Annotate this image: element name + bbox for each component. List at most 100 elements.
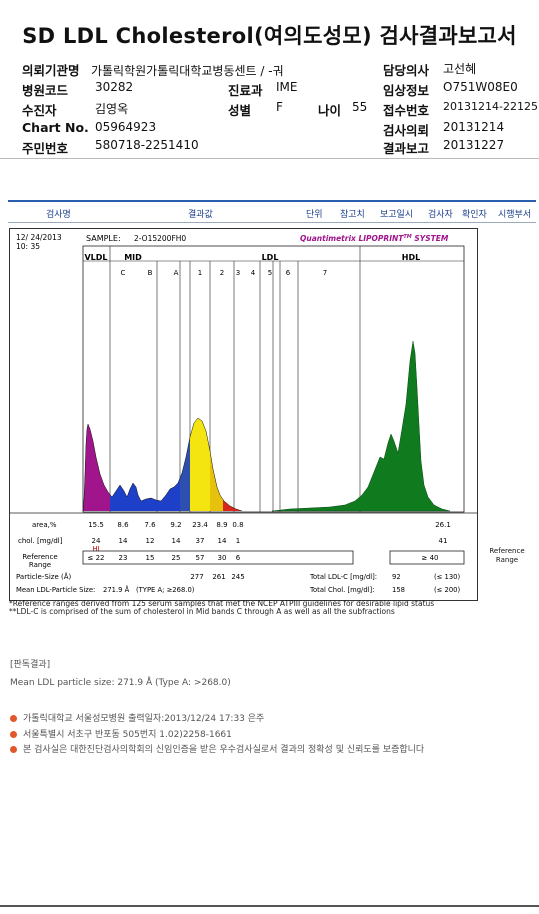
col-test-name: 검사명 bbox=[46, 210, 71, 220]
total-chol-value: 158 bbox=[392, 586, 405, 594]
footnote-1: *Reference ranges derived from 125 serum… bbox=[9, 599, 435, 608]
chol-value-2: 12 bbox=[146, 537, 155, 545]
band-label-7: 7 bbox=[323, 269, 327, 277]
chol-value-1: 14 bbox=[119, 537, 128, 545]
report-value: 20131227 bbox=[443, 138, 505, 152]
result-table-header: 검사명 결과값 단위 참고치 보고일시 검사자 확인자 시행부서 bbox=[8, 200, 536, 223]
hi-flag: HI bbox=[92, 545, 99, 553]
sample-value: 2-O15200FH0 bbox=[134, 234, 186, 243]
total-ldl-label: Total LDL-C [mg/dl]: bbox=[309, 573, 377, 581]
ref-label-a: Reference bbox=[22, 553, 57, 561]
brand-name: Quantimetrix LIPOPRINTTM SYSTEM bbox=[300, 234, 449, 243]
lipoprint-chart: 12/ 24/2013 10: 35 SAMPLE: 2-O15200FH0 Q… bbox=[9, 228, 478, 601]
request-value: 20131214 bbox=[443, 120, 505, 134]
ref-value-0: ≤ 22 bbox=[88, 554, 105, 562]
hdl-peak bbox=[271, 340, 451, 512]
col-department: 시행부서 bbox=[498, 210, 532, 220]
patient-label: 수진자 bbox=[22, 103, 57, 118]
bullet-icon bbox=[10, 746, 17, 753]
band-label-2: 2 bbox=[220, 269, 224, 277]
doctor-label: 담당의사 bbox=[383, 63, 430, 78]
ref-value-7: ≥ 40 bbox=[422, 554, 439, 562]
age-label: 나이 bbox=[318, 103, 342, 118]
band-label-3: 3 bbox=[236, 269, 240, 277]
band-label-6: 6 bbox=[286, 269, 291, 277]
clinical-value: O751W08E0 bbox=[443, 80, 518, 94]
footnote-2: **LDL-C is comprised of the sum of chole… bbox=[9, 607, 395, 616]
sample-label: SAMPLE: bbox=[86, 234, 121, 243]
total-ldl-ref: (≤ 130) bbox=[434, 573, 460, 581]
area-value-6: 0.8 bbox=[232, 521, 243, 529]
ref-value-1: 23 bbox=[119, 554, 128, 562]
dept-value: IME bbox=[276, 80, 298, 94]
mean-value: 271.9 Å bbox=[103, 585, 130, 594]
chol-value-5: 14 bbox=[218, 537, 227, 545]
area-row: 15.5 8.6 7.6 9.2 23.4 8.9 0.8 26.1 bbox=[88, 521, 451, 529]
lipoprint-svg: 12/ 24/2013 10: 35 SAMPLE: 2-O15200FH0 Q… bbox=[10, 233, 477, 594]
doctor-value: 고선혜 bbox=[443, 62, 477, 76]
total-ldl-value: 92 bbox=[392, 573, 401, 581]
chart-label: Chart No. bbox=[22, 120, 89, 135]
area-value-2: 7.6 bbox=[144, 521, 156, 529]
mean-label: Mean LDL-Particle Size: bbox=[16, 586, 95, 594]
interpretation-text: Mean LDL particle size: 271.9 Å (Type A:… bbox=[10, 678, 231, 688]
ref-label-right: Reference Range bbox=[489, 547, 525, 564]
chart-frame bbox=[10, 245, 477, 514]
code-label: 병원코드 bbox=[22, 83, 69, 98]
chol-value-3: 14 bbox=[172, 537, 181, 545]
ref-box-hdl bbox=[389, 550, 465, 565]
area-label: area,% bbox=[32, 521, 57, 529]
chol-label: chol. [mg/dl] bbox=[18, 537, 63, 545]
dept-label: 진료과 bbox=[228, 83, 263, 98]
ref-box-ldl bbox=[82, 550, 354, 565]
col-reference: 참고치 bbox=[340, 210, 365, 220]
rrn-value: 580718-2251410 bbox=[95, 138, 199, 152]
col-result: 결과값 bbox=[188, 210, 213, 220]
fill-segment-0 bbox=[83, 418, 110, 511]
chart-date: 12/ 24/2013 bbox=[16, 233, 62, 242]
band-label-A: A bbox=[174, 269, 179, 277]
band-label-1: 1 bbox=[198, 269, 202, 277]
size-label: Particle-Size (Å) bbox=[16, 572, 72, 581]
size-row: 277 261 245 bbox=[190, 573, 244, 581]
size-value-2: 245 bbox=[231, 573, 244, 581]
chol-value-7: 41 bbox=[439, 537, 448, 545]
ref-value-5: 30 bbox=[218, 554, 227, 562]
area-value-7: 26.1 bbox=[435, 521, 451, 529]
clinical-label: 임상정보 bbox=[383, 83, 430, 98]
hospital-row: 의뢰기관명 가톨릭학원가톨릭대학교병동센트 / -궈 bbox=[22, 60, 284, 79]
ref-value-2: 15 bbox=[146, 554, 155, 562]
fill-segment-5 bbox=[223, 418, 242, 511]
region-mid: MID bbox=[124, 253, 142, 262]
region-vldl: VLDL bbox=[84, 253, 107, 262]
divider bbox=[0, 158, 539, 159]
region-ldl: LDL bbox=[262, 253, 279, 262]
band-labels: C B A 1 2 3 4 5 6 7 bbox=[121, 269, 328, 277]
ref-label-b: Range bbox=[29, 561, 51, 569]
footer-line-2: 서울특별시 서초구 반포동 505번지 1.02)2258-1661 bbox=[10, 727, 232, 740]
band-label-B: B bbox=[148, 269, 153, 277]
report-label: 결과보고 bbox=[383, 141, 430, 156]
fill-segment-3 bbox=[190, 418, 210, 511]
area-value-0: 15.5 bbox=[88, 521, 104, 529]
col-unit: 단위 bbox=[306, 210, 323, 220]
col-tester: 검사자 bbox=[428, 210, 453, 220]
bullet-icon bbox=[10, 731, 17, 738]
chol-value-6: 1 bbox=[236, 537, 240, 545]
mean-type: (TYPE A; ≥268.0) bbox=[136, 586, 195, 594]
band-label-5: 5 bbox=[268, 269, 272, 277]
total-chol-ref: (≤ 200) bbox=[434, 586, 460, 594]
footer-line-1: 가톨릭대학교 서울성모병원 출력일자:2013/12/24 17:33 은주 bbox=[10, 711, 264, 724]
sex-label: 성별 bbox=[228, 103, 252, 118]
size-value-1: 261 bbox=[212, 573, 225, 581]
sex-value: F bbox=[276, 100, 283, 114]
hospital-value: 가톨릭학원가톨릭대학교병동센트 / -궈 bbox=[90, 64, 284, 78]
receipt-value: 20131214-22125 bbox=[443, 100, 538, 113]
ref-row: ≤ 22 23 15 25 57 30 6 ≥ 40 bbox=[88, 554, 439, 562]
hospital-label: 의뢰기관명 bbox=[22, 63, 80, 78]
area-value-3: 9.2 bbox=[170, 521, 181, 529]
ref-value-4: 57 bbox=[196, 554, 205, 562]
region-hdl: HDL bbox=[402, 253, 420, 262]
total-chol-label: Total Chol. [mg/dl]: bbox=[309, 586, 374, 594]
interpretation-title: [판독결과] bbox=[10, 660, 51, 670]
